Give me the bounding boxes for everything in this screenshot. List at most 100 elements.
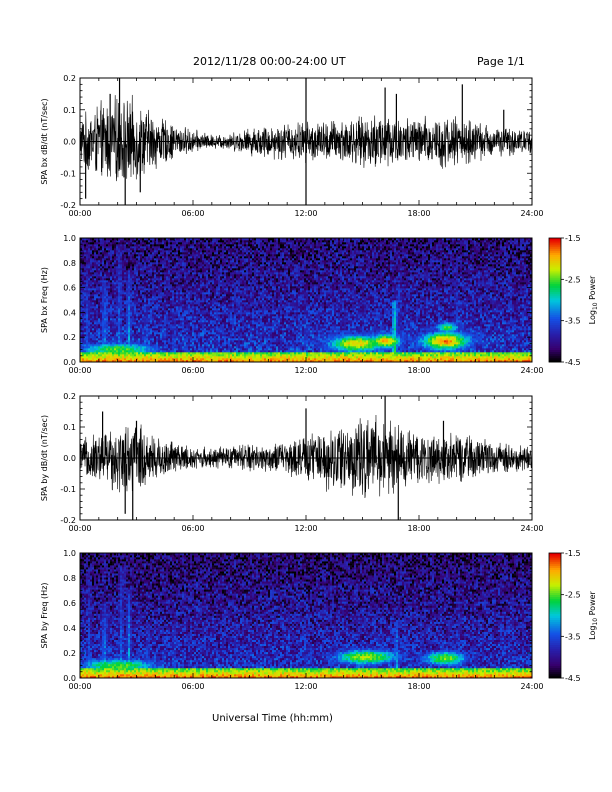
spectrogram-cell: [442, 338, 445, 341]
spectrogram-cell: [490, 348, 493, 351]
spectrogram-cell: [434, 332, 437, 335]
spectrogram-cell: [214, 338, 217, 341]
spectrogram-cell: [258, 350, 261, 353]
spectrogram-cell: [394, 334, 397, 337]
spectrogram-cell: [422, 326, 425, 329]
spectrogram-cell: [148, 336, 151, 339]
spectrogram-cell: [456, 320, 459, 323]
spectrogram-cell: [318, 330, 321, 333]
spectrogram-cell: [218, 354, 221, 357]
spectrogram-cell: [432, 348, 435, 351]
spectrogram-cell: [392, 358, 395, 361]
spectrogram-cell: [306, 340, 309, 343]
spectrogram-cell: [388, 334, 391, 337]
spectrogram-cell: [528, 348, 531, 351]
spectrogram-cell: [448, 350, 451, 353]
spectrogram-cell: [316, 322, 319, 325]
spectrogram-cell: [404, 320, 407, 323]
spectrogram-cell: [440, 344, 443, 347]
spectrogram-cell: [488, 358, 491, 361]
spectrogram-cell: [406, 320, 409, 323]
spectrogram-cell: [528, 350, 531, 353]
spectrogram-cell: [186, 350, 189, 353]
spectrogram-cell: [188, 334, 191, 337]
spectrogram-cell: [474, 332, 477, 335]
spectrogram-cell: [184, 318, 187, 321]
spectrogram-cell: [132, 320, 135, 323]
spectrogram-cell: [414, 332, 417, 335]
spectrogram-cell: [186, 360, 189, 363]
spectrogram-cell: [444, 324, 447, 327]
spectrogram-cell: [276, 344, 279, 347]
spectrogram-cell: [420, 344, 423, 347]
spectrogram-cell: [474, 356, 477, 359]
spectrogram-cell: [280, 318, 283, 321]
spectrogram-cell: [426, 332, 429, 335]
spectrogram-cell: [108, 348, 111, 351]
spectrogram-cell: [324, 350, 327, 353]
spectrogram-cell: [272, 318, 275, 321]
spectrogram-cell: [322, 344, 325, 347]
spectrogram-cell: [504, 320, 507, 323]
spectrogram-cell: [260, 320, 263, 323]
spectrogram-cell: [528, 332, 531, 335]
spectrogram-cell: [338, 348, 341, 351]
spectrogram-cell: [382, 354, 385, 357]
spectrogram-cell: [206, 358, 209, 361]
spectrogram-cell: [470, 338, 473, 341]
spectrogram-cell: [206, 352, 209, 355]
spectrogram-cell: [484, 330, 487, 333]
spectrogram-cell: [344, 358, 347, 361]
spectrogram-cell: [228, 350, 231, 353]
spectrogram-cell: [182, 360, 185, 363]
spectrogram-cell: [242, 360, 245, 363]
spectrogram-cell: [354, 360, 357, 363]
spectrogram-cell: [270, 320, 273, 323]
spectrogram-cell: [368, 346, 371, 349]
spectrogram-cell: [232, 332, 235, 335]
spectrogram-cell: [300, 344, 303, 347]
spectrogram-cell: [454, 342, 457, 345]
spectrogram-cell: [122, 344, 125, 347]
spectrogram-cell: [320, 326, 323, 329]
spectrogram-cell: [306, 320, 309, 323]
spectrogram-cell: [490, 324, 493, 327]
spectrogram-cell: [106, 328, 109, 331]
spectrogram-cell: [522, 326, 525, 329]
spectrogram-cell: [86, 340, 89, 343]
spectrogram-cell: [250, 350, 253, 353]
spectrogram-cell: [418, 350, 421, 353]
spectrogram-cell: [168, 350, 171, 353]
spectrogram-cell: [94, 320, 97, 323]
spectrogram-cell: [340, 334, 343, 337]
spectrogram-cell: [288, 330, 291, 333]
spectrogram-cell: [504, 346, 507, 349]
spectrogram-cell: [232, 350, 235, 353]
spectrogram-cell: [136, 330, 139, 333]
spectrogram-cell: [236, 338, 239, 341]
spectrogram-cell: [120, 336, 123, 339]
spectrogram-cell: [344, 342, 347, 345]
spectrogram-cell: [372, 332, 375, 335]
spectrogram-cell: [406, 348, 409, 351]
spectrogram-cell: [192, 344, 195, 347]
spectrogram-cell: [328, 356, 331, 359]
spectrogram-cell: [304, 358, 307, 361]
spectrogram-cell: [104, 360, 107, 363]
spectrogram-cell: [280, 322, 283, 325]
spectrogram-cell: [290, 318, 293, 321]
spectrogram-cell: [458, 330, 461, 333]
spectrogram-cell: [376, 338, 379, 341]
spectrogram-cell: [508, 330, 511, 333]
spectrogram-cell: [366, 350, 369, 353]
spectrogram-cell: [400, 352, 403, 355]
spectrogram-cell: [462, 320, 465, 323]
spectrogram-cell: [510, 324, 513, 327]
spectrogram-cell: [286, 348, 289, 351]
spectrogram-cell: [84, 356, 87, 359]
spectrogram-cell: [180, 322, 183, 325]
spectrogram-cell: [326, 324, 329, 327]
spectrogram-cell: [158, 358, 161, 361]
spectrogram-cell: [200, 354, 203, 357]
spectrogram-cell: [346, 336, 349, 339]
